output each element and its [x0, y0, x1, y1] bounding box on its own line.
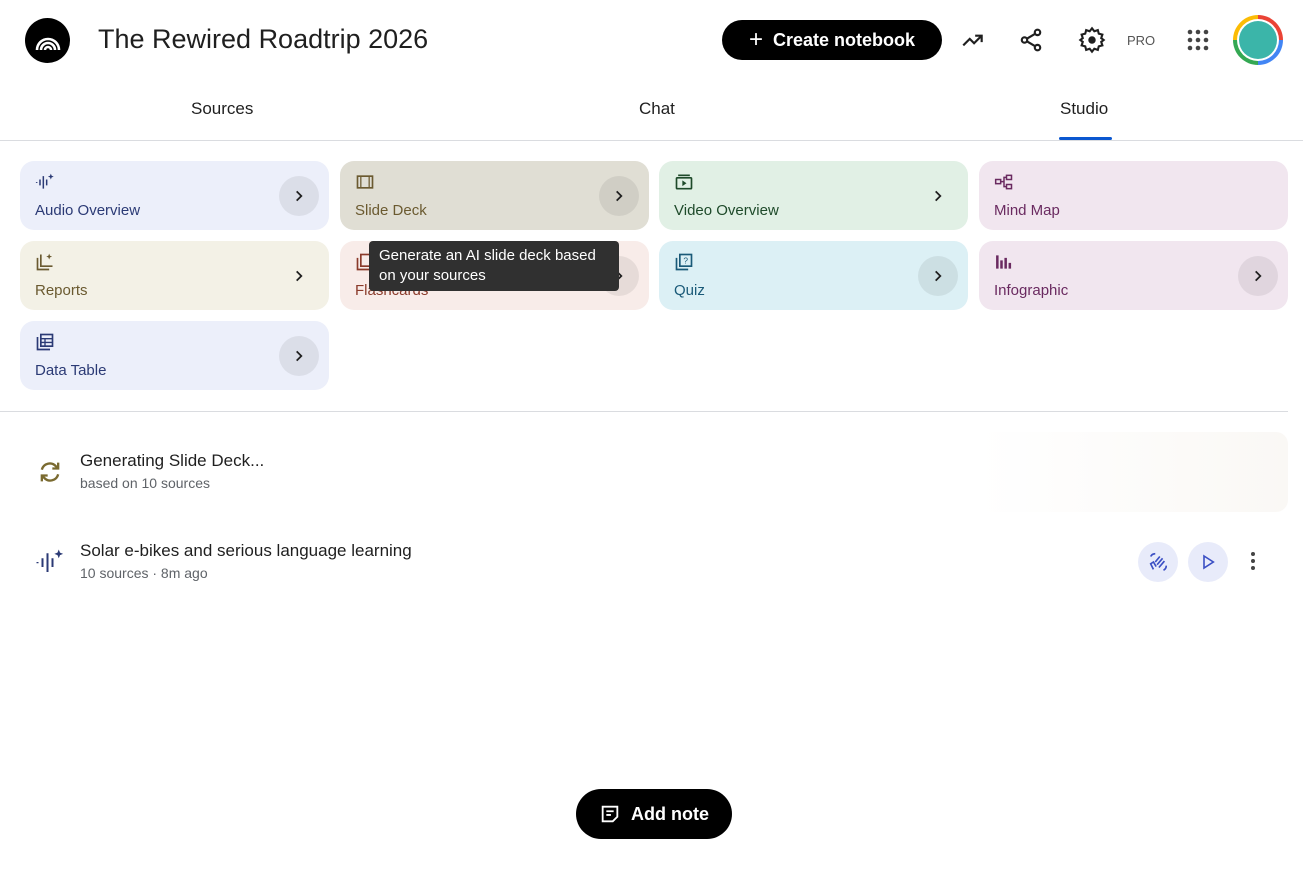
- tab-chat[interactable]: Chat: [639, 99, 675, 118]
- tab-studio[interactable]: Studio: [1060, 99, 1109, 118]
- studio-card-audio-overview[interactable]: Audio Overview: [20, 161, 329, 230]
- video-icon: [675, 174, 693, 190]
- tab-sources[interactable]: Sources: [191, 99, 254, 118]
- chevron-right-icon: [296, 350, 303, 362]
- studio-card-mind-map[interactable]: Mind Map: [979, 161, 1288, 230]
- analytics-button[interactable]: [955, 22, 991, 58]
- note-icon: [601, 805, 619, 823]
- chevron-right-button[interactable]: [279, 256, 319, 296]
- item-title: Generating Slide Deck...: [80, 451, 265, 470]
- hand-wave-icon: [1149, 552, 1168, 571]
- audio-waveform-icon: [35, 547, 65, 582]
- studio-card-data-table[interactable]: Data Table: [20, 321, 329, 390]
- share-icon: [1020, 28, 1042, 52]
- generating-placeholder: [978, 432, 1288, 512]
- avatar[interactable]: [1233, 15, 1283, 65]
- active-tab-indicator: [1059, 137, 1112, 140]
- chevron-right-icon: [296, 190, 303, 202]
- card-label: Slide Deck: [355, 202, 427, 219]
- audio-overview-item[interactable]: Solar e-bikes and serious language learn…: [80, 541, 412, 581]
- studio-card-reports[interactable]: Reports: [20, 241, 329, 310]
- chevron-right-button[interactable]: [279, 176, 319, 216]
- app-logo[interactable]: [25, 18, 70, 63]
- more-options-button[interactable]: [1243, 548, 1263, 574]
- studio-card-slide-deck[interactable]: Slide Deck: [340, 161, 649, 230]
- gear-icon: [1078, 26, 1106, 54]
- apps-grid-icon: [1187, 29, 1209, 51]
- more-vert-icon: [1251, 552, 1255, 570]
- audio-waveform-icon: [35, 173, 54, 189]
- item-subtitle: 10 sources · 8m ago: [80, 565, 208, 581]
- play-icon: [1203, 554, 1215, 570]
- card-label: Video Overview: [674, 202, 779, 219]
- chevron-right-button[interactable]: [918, 176, 958, 216]
- interactive-mode-button[interactable]: [1138, 542, 1178, 582]
- pro-badge: PRO: [1127, 33, 1156, 48]
- studio-card-infographic[interactable]: Infographic: [979, 241, 1288, 310]
- item-subtitle: based on 10 sources: [80, 475, 210, 491]
- generating-item[interactable]: Generating Slide Deck... based on 10 sou…: [80, 451, 264, 491]
- chevron-right-button[interactable]: [918, 256, 958, 296]
- card-label: Reports: [35, 282, 88, 299]
- logo-icon: [35, 37, 60, 50]
- create-notebook-button[interactable]: + Create notebook: [722, 20, 942, 60]
- chevron-right-icon: [935, 190, 942, 202]
- robot-avatar-image: [1239, 21, 1277, 59]
- chevron-right-button[interactable]: [279, 336, 319, 376]
- slides-icon: [356, 175, 374, 189]
- data-table-icon: [36, 333, 54, 351]
- card-label: Data Table: [35, 362, 107, 379]
- tab-divider: [0, 140, 1303, 141]
- chevron-right-icon: [296, 270, 303, 282]
- item-title: Solar e-bikes and serious language learn…: [80, 541, 412, 560]
- play-button[interactable]: [1188, 542, 1228, 582]
- chevron-right-icon: [616, 190, 623, 202]
- quiz-icon: ?: [675, 253, 693, 271]
- mind-map-icon: [994, 174, 1013, 190]
- chevron-right-icon: [935, 270, 942, 282]
- slide-deck-tooltip: Generate an AI slide deck based on your …: [369, 241, 619, 291]
- card-label: Quiz: [674, 282, 705, 299]
- add-note-button[interactable]: Add note: [576, 789, 732, 839]
- svg-text:?: ?: [683, 256, 688, 266]
- chevron-right-icon: [1255, 270, 1262, 282]
- card-label: Audio Overview: [35, 202, 141, 219]
- chevron-right-button[interactable]: [1238, 256, 1278, 296]
- reports-icon: [36, 253, 53, 271]
- plus-icon: +: [748, 26, 763, 53]
- trending-up-icon: [962, 34, 983, 47]
- card-label: Mind Map: [994, 202, 1060, 219]
- infographic-icon: [996, 255, 1012, 269]
- section-divider: [0, 411, 1288, 412]
- studio-card-video-overview[interactable]: Video Overview: [659, 161, 968, 230]
- card-label: Infographic: [994, 282, 1069, 299]
- apps-button[interactable]: [1180, 22, 1216, 58]
- settings-button[interactable]: [1074, 22, 1110, 58]
- share-button[interactable]: [1013, 22, 1049, 58]
- sync-icon: [36, 458, 64, 491]
- chevron-right-button[interactable]: [599, 176, 639, 216]
- studio-card-quiz[interactable]: ? Quiz: [659, 241, 968, 310]
- notebook-title[interactable]: The Rewired Roadtrip 2026: [98, 24, 429, 54]
